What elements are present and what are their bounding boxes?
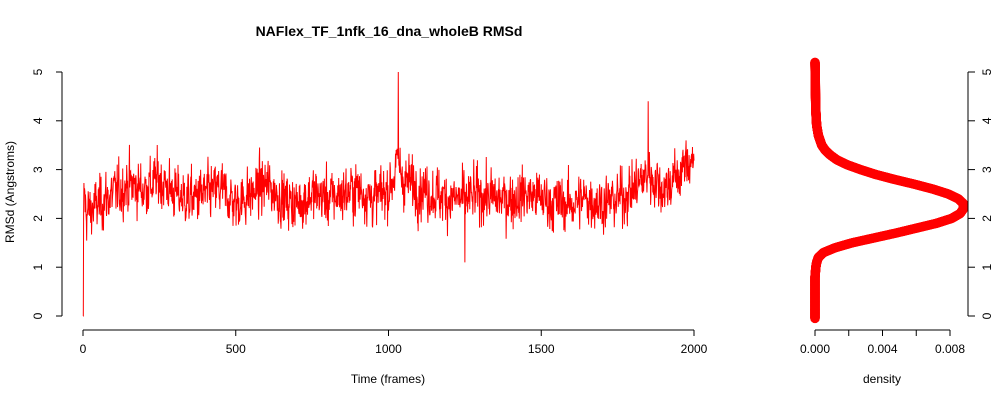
x-axis-label: Time (frames)	[351, 372, 425, 386]
x-tick-label: 0	[80, 342, 87, 356]
density-y-tick-label: 4	[980, 117, 994, 124]
y-tick-label: 3	[31, 166, 45, 173]
y-tick-label: 2	[31, 215, 45, 222]
density-y-tick-label: 2	[980, 215, 994, 222]
x-tick-label: 2000	[681, 342, 708, 356]
y-tick-label: 4	[31, 117, 45, 124]
density-axis-label: density	[863, 372, 901, 386]
y-tick-label: 1	[31, 264, 45, 271]
density-y-tick-label: 5	[980, 68, 994, 75]
y-axis-label: RMSd (Angstroms)	[3, 141, 17, 243]
density-x-tick-label: 0.004	[867, 342, 897, 356]
chart-title: NAFlex_TF_1nfk_16_dna_wholeB RMSd	[256, 23, 523, 39]
rmsd-series-line	[83, 72, 694, 316]
density-panel: 0.000 0.004 0.008 0 1 2 3 4 5	[800, 58, 994, 356]
density-y-tick-label: 0	[980, 312, 994, 319]
rmsd-time-series-panel: 0 500 1000 1500 2000 0 1 2 3 4 5	[31, 68, 708, 356]
density-y-tick-label: 1	[980, 264, 994, 271]
density-x-tick-label: 0.008	[935, 342, 965, 356]
density-y-tick-label: 3	[980, 166, 994, 173]
y-tick-label: 5	[31, 68, 45, 75]
density-x-tick-label: 0.000	[800, 342, 830, 356]
y-tick-label: 0	[31, 312, 45, 319]
x-tick-label: 500	[226, 342, 246, 356]
x-tick-label: 1000	[375, 342, 402, 356]
x-tick-label: 1500	[528, 342, 555, 356]
